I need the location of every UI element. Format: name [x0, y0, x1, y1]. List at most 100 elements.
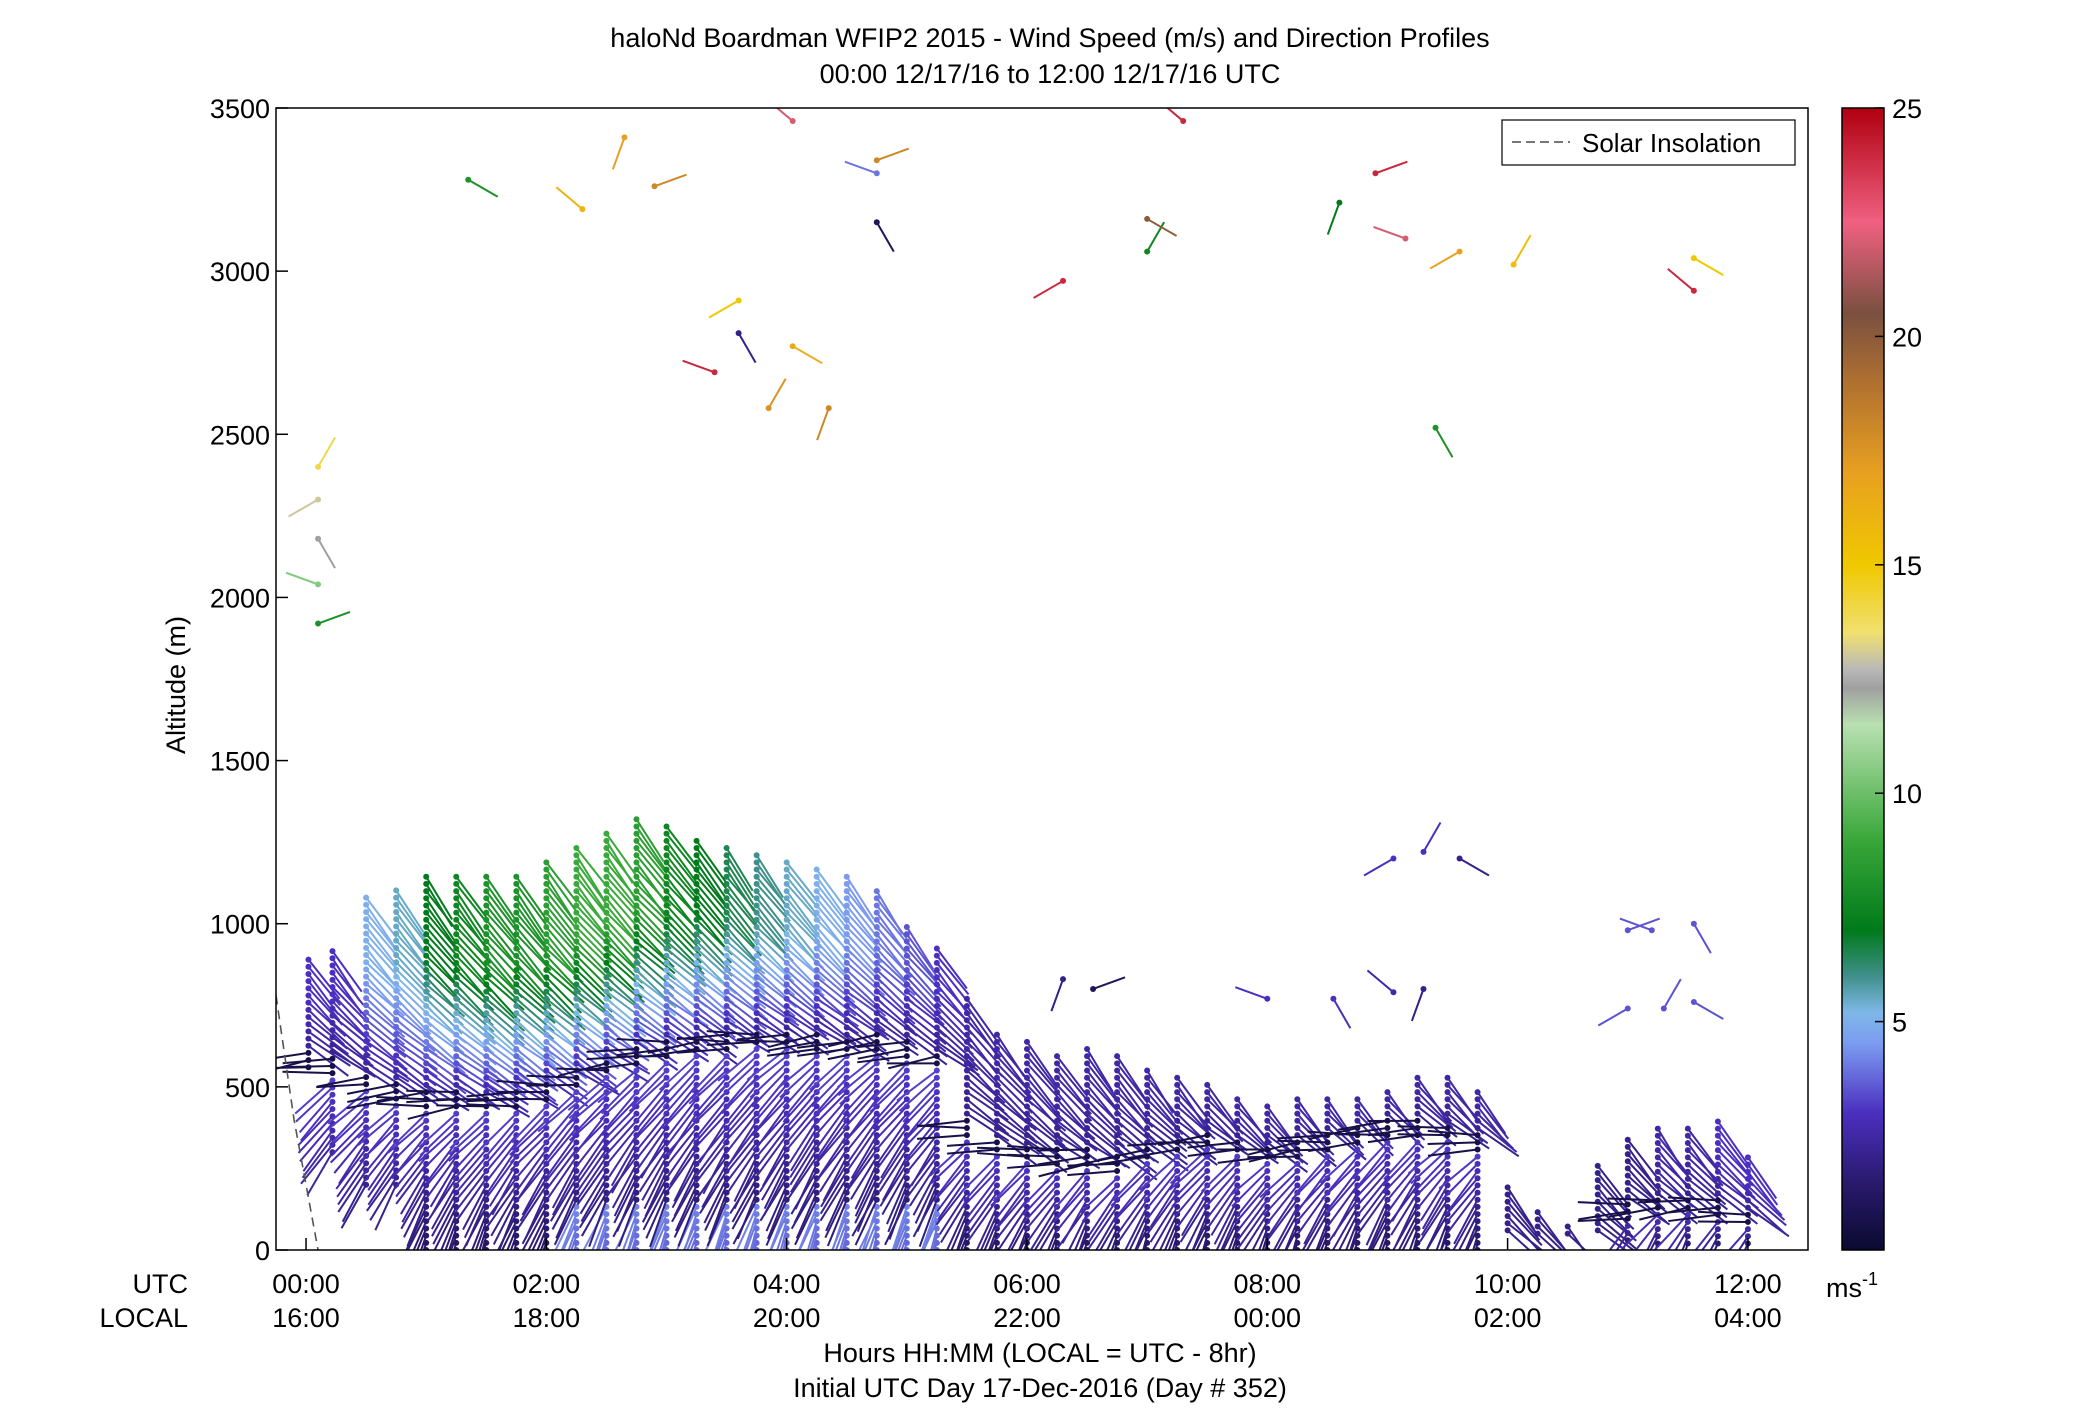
wind-barb — [887, 1185, 908, 1233]
wind-barb-dot — [423, 909, 430, 916]
colorbar-tick-label: 10 — [1892, 779, 1922, 809]
wind-barb-dot — [423, 895, 430, 902]
wind-barb — [932, 1235, 938, 1250]
wind-barb-dot — [1624, 1222, 1631, 1229]
wind-barb-dot — [573, 981, 580, 988]
wind-barb — [1506, 1229, 1531, 1250]
wind-barb-dot — [305, 963, 312, 970]
wind-barb-dot — [1144, 1067, 1151, 1074]
wind-barb — [605, 833, 637, 875]
wind-barb — [993, 1191, 1028, 1232]
wind-barb-dot — [1690, 999, 1697, 1006]
wind-barb — [1747, 1163, 1779, 1206]
wind-barb-dot — [1624, 1230, 1631, 1237]
wind-barb-dot — [843, 1031, 850, 1038]
wind-barb — [785, 868, 820, 909]
wind-barb — [875, 221, 895, 253]
wind-barb-dot — [873, 988, 880, 995]
wind-barb — [524, 1192, 548, 1239]
wind-barb — [695, 890, 729, 931]
wind-barb — [916, 1134, 967, 1140]
wind-barb-dot — [1294, 1110, 1301, 1117]
wind-barb-dot — [423, 1060, 430, 1067]
wind-barb — [1092, 976, 1126, 990]
wind-barb — [635, 1012, 678, 1044]
wind-barb — [755, 904, 788, 946]
wind-barb-dot — [483, 1038, 490, 1045]
wind-barb-dot — [903, 1067, 910, 1074]
wind-barb — [876, 947, 911, 987]
wind-barb-dot — [453, 1024, 460, 1031]
wind-barb — [453, 1148, 488, 1189]
wind-barb — [1110, 1235, 1119, 1250]
wind-barb — [1401, 1220, 1419, 1250]
wind-barb-dot — [633, 888, 640, 895]
wind-barb-dot — [1474, 1175, 1481, 1182]
wind-barb-dot — [1264, 1132, 1271, 1139]
wind-barb-dot — [573, 852, 580, 859]
wind-barb — [749, 1062, 788, 1099]
wind-barb-dot — [993, 1124, 1000, 1131]
wind-barb — [365, 1054, 410, 1083]
wind-barb — [789, 1141, 818, 1186]
wind-barb — [809, 1228, 818, 1250]
wind-barb — [1027, 1199, 1058, 1242]
wind-barb-dot — [1654, 1132, 1661, 1139]
wind-barb — [1317, 1228, 1329, 1250]
wind-barb — [1458, 1213, 1479, 1250]
wind-barb-dot — [483, 931, 490, 938]
wind-barb — [633, 1084, 668, 1124]
wind-barb-dot — [1384, 1096, 1391, 1103]
wind-barb — [849, 1156, 878, 1200]
wind-barb — [577, 1156, 608, 1199]
wind-barb-dot — [453, 1132, 460, 1139]
wind-barb-dot — [963, 1060, 970, 1067]
wind-barb — [665, 1249, 667, 1250]
wind-barb — [1345, 1220, 1359, 1250]
wind-barb — [1687, 1135, 1722, 1175]
wind-barb — [725, 847, 754, 892]
wind-barb-dot — [753, 1168, 760, 1175]
wind-barb-dot — [393, 1131, 400, 1138]
wind-barb-dot — [603, 895, 610, 902]
wind-barb — [815, 883, 849, 925]
wind-barb-dot — [1384, 1110, 1391, 1117]
wind-barb-dot — [903, 1203, 910, 1210]
wind-barb — [659, 1228, 668, 1250]
wind-barb — [1206, 1091, 1239, 1133]
wind-barb — [1033, 280, 1064, 299]
wind-barb-dot — [1384, 1203, 1391, 1210]
wind-barb — [570, 1235, 578, 1250]
wind-barb-dot — [1174, 1110, 1181, 1117]
wind-barb — [1284, 1220, 1299, 1250]
wind-barb-dot — [305, 992, 312, 999]
wind-barb — [1626, 1146, 1658, 1189]
wind-barb-dot — [1054, 1074, 1061, 1081]
wind-barb-dot — [453, 1211, 460, 1218]
wind-barb — [854, 1177, 878, 1224]
y-tick-label: 1000 — [210, 910, 270, 940]
wind-barb-dot — [753, 895, 760, 902]
wind-barb-dot — [1444, 1081, 1451, 1088]
wind-barb — [827, 1048, 877, 1061]
wind-barb — [1397, 1133, 1448, 1137]
wind-barb-dot — [693, 1124, 700, 1131]
wind-barb-dot — [1204, 1153, 1211, 1160]
wind-barb-dot — [663, 1017, 670, 1024]
wind-barb-dot — [1444, 1096, 1451, 1103]
wind-barb-dot — [693, 902, 700, 909]
wind-barb — [1086, 1249, 1088, 1250]
wind-barb-dot — [663, 837, 670, 844]
wind-barb — [1596, 1172, 1630, 1213]
wind-barb-dot — [423, 1067, 430, 1074]
wind-barb — [816, 976, 857, 1010]
x-tick-label-local: 04:00 — [1714, 1303, 1782, 1333]
wind-barb-dot — [483, 1117, 490, 1124]
wind-barb-dot — [933, 1046, 940, 1053]
wind-barb-dot — [513, 1002, 520, 1009]
wind-barb-dot — [873, 170, 880, 177]
wind-barb-dot — [603, 1060, 610, 1067]
wind-barb-dot — [543, 1002, 550, 1009]
wind-barb — [330, 1119, 367, 1157]
wind-barb-dot — [693, 995, 700, 1002]
